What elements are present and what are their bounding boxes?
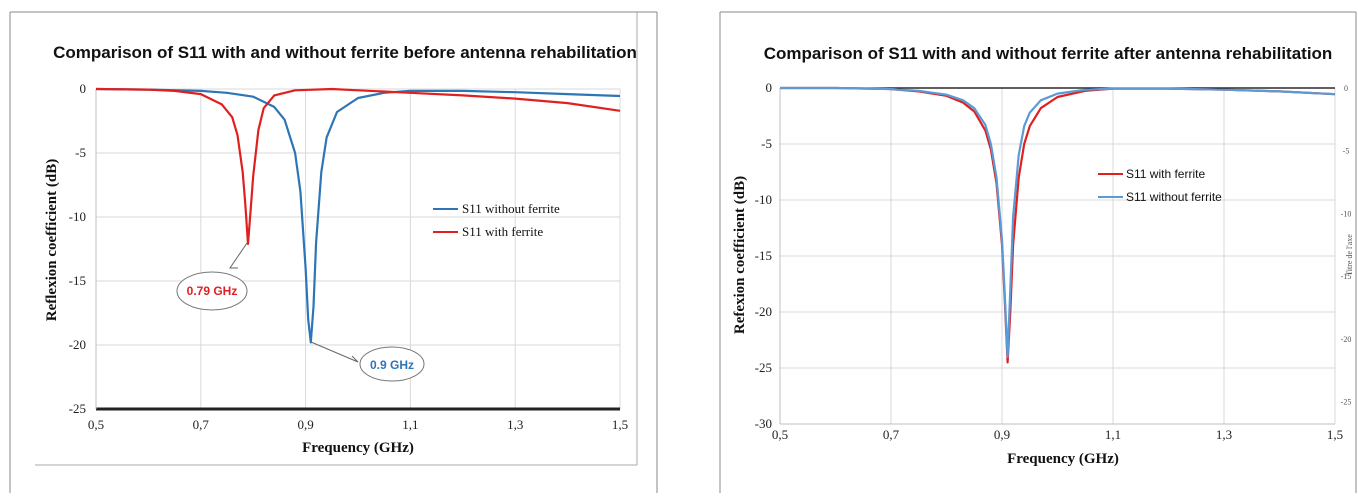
- legend-label-with-ferrite: S11 with ferrite: [462, 224, 543, 239]
- y-tick-label: -30: [755, 416, 772, 431]
- callout-0-79ghz: 0.79 GHz: [176, 242, 248, 311]
- x-axis-label: Frequency (GHz): [1007, 451, 1119, 467]
- x-tick-label: 0,7: [193, 417, 210, 432]
- secondary-y-tick-label: -5: [1343, 147, 1350, 156]
- secondary-y-tick-label: -25: [1341, 398, 1352, 407]
- legend: S11 without ferrite S11 with ferrite: [433, 201, 560, 239]
- series-line-s11-with-ferrite: [95, 87, 621, 245]
- y-tick-label: -15: [69, 273, 86, 288]
- chart-before: Comparison of S11 with and without ferri…: [9, 11, 658, 493]
- secondary-y-tick-label: -20: [1341, 335, 1352, 344]
- x-tick-label: 1,1: [1105, 427, 1121, 442]
- callout-0-9ghz: 0.9 GHz: [310, 341, 425, 382]
- x-tick-label: 1,3: [507, 417, 523, 432]
- callout-label-blue: 0.9 GHz: [370, 358, 414, 372]
- x-tick-label: 1,1: [402, 417, 418, 432]
- y-tick-label: 0: [80, 81, 87, 96]
- legend-label-without-ferrite: S11 without ferrite: [462, 201, 560, 216]
- y-axis-label: Reflexion coefficient (dB): [44, 159, 60, 321]
- chart-title: Comparison of S11 with and without ferri…: [764, 44, 1333, 63]
- chart-after: Comparison of S11 with and without ferri…: [719, 11, 1357, 493]
- y-tick-label: -10: [755, 192, 772, 207]
- legend-label-without-ferrite: S11 without ferrite: [1126, 190, 1222, 204]
- y-tick-label: 0: [766, 80, 773, 95]
- y-tick-label: -25: [755, 360, 772, 375]
- secondary-y-tick-label: -10: [1341, 209, 1352, 218]
- secondary-y-tick-label: 0: [1344, 84, 1348, 93]
- legend: S11 with ferrite S11 without ferrite: [1098, 167, 1222, 204]
- x-tick-label: 1,3: [1216, 427, 1232, 442]
- series-line-s11-with-ferrite: [780, 86, 1336, 364]
- y-tick-label: -20: [69, 337, 86, 352]
- y-tick-label: -5: [75, 145, 86, 160]
- x-tick-label: 0,5: [88, 417, 104, 432]
- y-tick-label: -20: [755, 304, 772, 319]
- x-tick-label: 0,7: [883, 427, 900, 442]
- x-tick-label: 0,5: [772, 427, 788, 442]
- x-tick-label: 1,5: [1327, 427, 1343, 442]
- secondary-y-axis-label: Titre de l'axe: [1345, 234, 1354, 276]
- chart-after-panel: Comparison of S11 with and without ferri…: [718, 0, 1358, 493]
- callout-label-red: 0.79 GHz: [187, 284, 238, 298]
- x-tick-label: 0,9: [297, 417, 313, 432]
- series-line-s11-without-ferrite: [95, 87, 621, 344]
- y-tick-label: -10: [69, 209, 86, 224]
- x-axis-label: Frequency (GHz): [302, 440, 414, 456]
- legend-label-with-ferrite: S11 with ferrite: [1126, 167, 1205, 181]
- chart-before-panel: Comparison of S11 with and without ferri…: [0, 0, 660, 493]
- x-tick-label: 0,9: [994, 427, 1010, 442]
- y-tick-label: -25: [69, 401, 86, 416]
- y-tick-label: -5: [761, 136, 772, 151]
- y-axis-label: Refexion coefficient (dB): [732, 176, 748, 334]
- x-tick-label: 1,5: [612, 417, 628, 432]
- series-line-s11-without-ferrite: [780, 86, 1336, 358]
- y-tick-label: -15: [755, 248, 772, 263]
- chart-title: Comparison of S11 with and without ferri…: [53, 43, 637, 62]
- secondary-y-tick-label: -15: [1341, 272, 1352, 281]
